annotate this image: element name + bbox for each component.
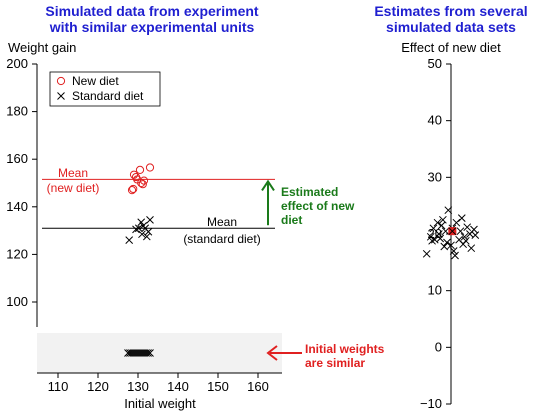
initial-weight-band <box>37 333 282 373</box>
right-y-tick-label: 10 <box>428 283 442 298</box>
estimate-point <box>452 218 461 227</box>
estimate-point <box>463 223 472 232</box>
left-x-tick-label: 160 <box>247 379 269 394</box>
right-title-line-1: Estimates from several <box>374 3 527 19</box>
effect-label-line-1: Estimated <box>281 185 338 199</box>
estimate-point <box>441 227 450 236</box>
left-title-line-2: with similar experimental units <box>49 19 255 35</box>
point-standard-diet <box>137 218 146 227</box>
series-new-diet <box>127 163 155 195</box>
mean-lines <box>42 178 275 229</box>
left-x-tick-label: 140 <box>167 379 189 394</box>
point-standard-diet <box>132 225 140 234</box>
point-standard-diet <box>134 224 143 233</box>
point-initial-weight <box>146 349 154 357</box>
point-new-diet <box>129 184 138 194</box>
estimate-point <box>456 227 465 236</box>
right-y-tick-label: 50 <box>428 56 442 71</box>
initial-label-line-1: Initial weights <box>305 342 385 356</box>
initial-weights-arrow <box>266 345 302 361</box>
estimate-point <box>457 214 466 222</box>
point-new-diet <box>138 180 147 189</box>
estimate-point <box>470 225 478 234</box>
mean-new-label-line-1: Mean <box>58 166 88 180</box>
legend-marker-standard-diet <box>57 92 65 100</box>
left-plot: 100 120 140 160 180 200 110 120 130 140 150 160 In… <box>6 56 384 411</box>
left-y-tick-label: 160 <box>6 151 28 166</box>
point-initial-weight <box>144 349 152 357</box>
estimate-point <box>437 221 446 230</box>
point-new-diet <box>127 186 137 195</box>
mean-standard-label-line-1: Mean <box>207 215 237 229</box>
left-x-tick-label: 120 <box>87 379 109 394</box>
point-new-diet <box>145 163 155 172</box>
right-y-tick-label: 30 <box>428 169 442 184</box>
right-title-line-2: simulated data sets <box>386 19 516 35</box>
point-standard-diet <box>146 216 154 224</box>
series-standard-diet <box>125 216 154 244</box>
right-y-tick-label: −10 <box>420 396 442 411</box>
estimate-point <box>440 242 449 251</box>
left-x-tick-label: 150 <box>207 379 229 394</box>
left-y-tick-label: 180 <box>6 104 28 119</box>
left-y-axis-title: Weight gain <box>8 40 76 55</box>
left-y-tick-label: 100 <box>6 294 28 309</box>
estimate-point <box>433 218 442 227</box>
point-standard-diet <box>142 232 151 241</box>
left-y-tick-label: 200 <box>6 56 28 71</box>
mean-standard-label-line-2: (standard diet) <box>183 232 260 246</box>
highlighted-estimate-mark <box>448 227 457 236</box>
estimate-point <box>428 236 436 245</box>
left-x-tick-label: 110 <box>48 379 69 394</box>
legend-label-standard-diet: Standard diet <box>72 89 144 103</box>
estimate-point <box>443 238 451 247</box>
initial-label-line-2: are similar <box>305 356 365 370</box>
effect-arrow <box>261 179 275 226</box>
point-new-diet <box>135 165 145 175</box>
point-new-diet <box>137 178 146 188</box>
right-y-tick-label: 40 <box>428 113 442 128</box>
effect-label-line-3: diet <box>281 213 302 227</box>
estimate-point <box>422 249 431 258</box>
left-y-ticks: 100 120 140 160 180 200 <box>6 56 37 309</box>
highlighted-estimate <box>448 227 457 236</box>
legend-box <box>49 71 161 107</box>
estimate-point <box>467 244 476 253</box>
left-x-axis-title: Initial weight <box>124 396 196 411</box>
initial-weight-points <box>124 349 154 357</box>
estimate-point <box>451 251 459 260</box>
point-standard-diet <box>138 230 146 239</box>
estimate-point <box>436 234 445 243</box>
effect-label-line-2: effect of new <box>281 199 355 213</box>
left-x-tick-label: 130 <box>127 379 149 394</box>
estimate-point <box>461 236 470 245</box>
right-y-tick-label: 0 <box>435 339 442 354</box>
left-title-line-1: Simulated data from experiment <box>45 3 259 19</box>
estimate-point <box>439 215 447 224</box>
estimate-point <box>471 231 480 239</box>
point-new-diet <box>139 176 149 185</box>
mean-new-label-line-2: (new diet) <box>47 181 100 195</box>
estimate-point <box>434 230 443 238</box>
left-y-tick-label: 140 <box>6 199 28 214</box>
point-standard-diet <box>125 236 134 244</box>
legend-label-new-diet: New diet <box>72 74 119 88</box>
estimate-point <box>449 247 458 255</box>
estimate-point <box>447 241 455 250</box>
right-y-axis-title: Effect of new diet <box>401 40 501 55</box>
point-standard-diet <box>144 227 153 236</box>
legend-marker-new-diet <box>56 76 66 86</box>
estimate-point <box>444 206 453 215</box>
left-y-tick-label: 120 <box>6 246 28 261</box>
left-x-ticks: 110 120 130 140 150 160 <box>48 373 269 394</box>
estimate-points <box>422 206 480 260</box>
